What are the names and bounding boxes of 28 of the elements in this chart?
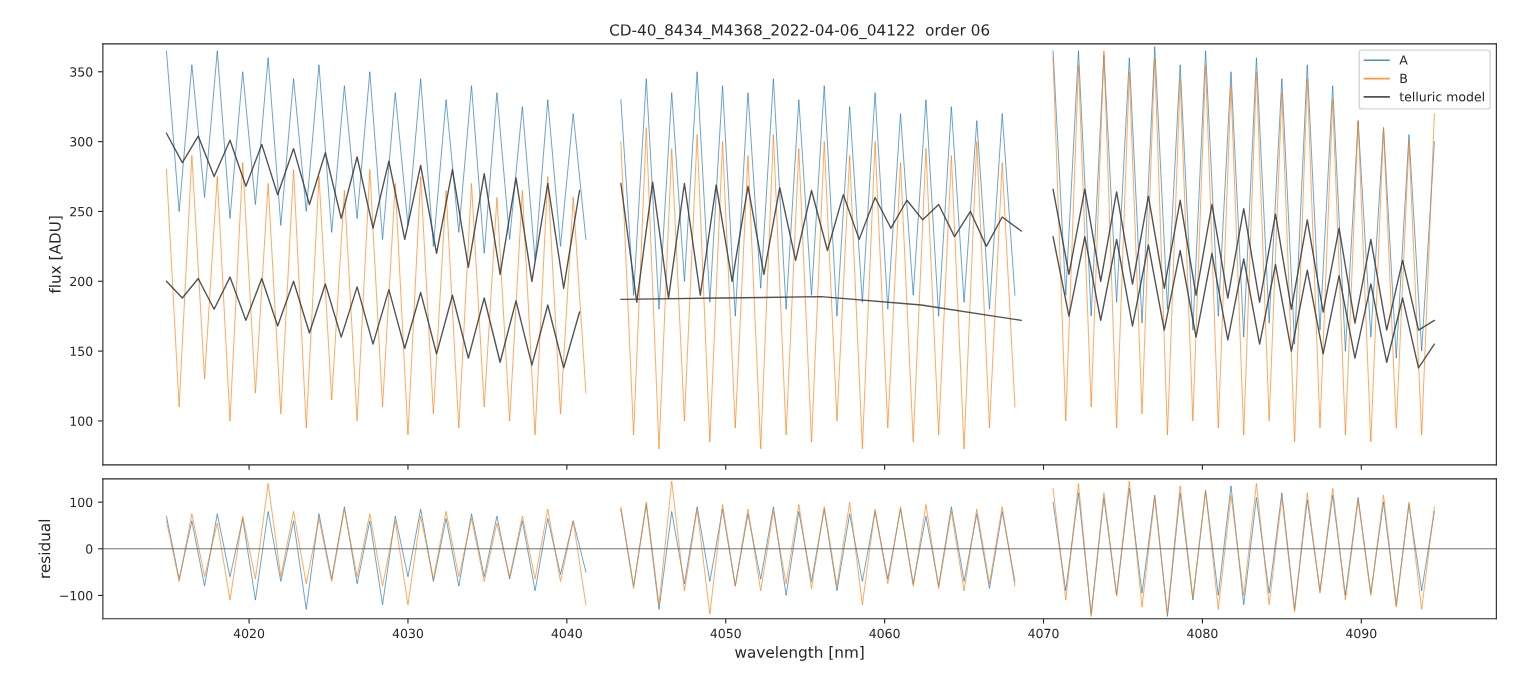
y-tick-label: 100: [70, 497, 93, 508]
x-tick-label: 4040: [551, 628, 582, 639]
legend-label: telluric model: [1399, 91, 1484, 102]
y-tick-label: 300: [70, 137, 93, 147]
y-axis-title: flux [ADU]: [48, 216, 63, 294]
line-series: [165, 276, 581, 369]
x-tick-label: 4070: [1028, 628, 1059, 639]
x-tick-label: 4020: [233, 628, 265, 639]
legend-label: A: [1399, 55, 1408, 65]
y-tick-label: 250: [70, 206, 93, 217]
x-tick-label: 4030: [392, 628, 424, 639]
x-tick-label: 4050: [710, 628, 741, 639]
y-tick-label: 200: [70, 276, 93, 287]
y-tick-label: 0: [86, 544, 93, 554]
line-series: [165, 132, 581, 289]
x-tick-label: 4090: [1346, 628, 1377, 639]
y-tick-label: 100: [70, 416, 93, 426]
line-series: [1052, 188, 1436, 331]
legend-label: B: [1400, 73, 1407, 83]
x-tick-label: 4060: [869, 628, 900, 639]
y-tick-label: −100: [60, 590, 93, 601]
y-tick-label: 350: [70, 67, 93, 77]
y-axis-title: residual: [38, 519, 51, 578]
chart-title: CD-40_8434_M4368_2022-04-06_04122 order 06: [609, 23, 990, 40]
y-tick-label: 150: [70, 346, 93, 357]
x-axis-title: wavelength [nm]: [735, 646, 864, 661]
x-tick-label: 4080: [1187, 628, 1218, 639]
line-series: [1052, 235, 1436, 369]
